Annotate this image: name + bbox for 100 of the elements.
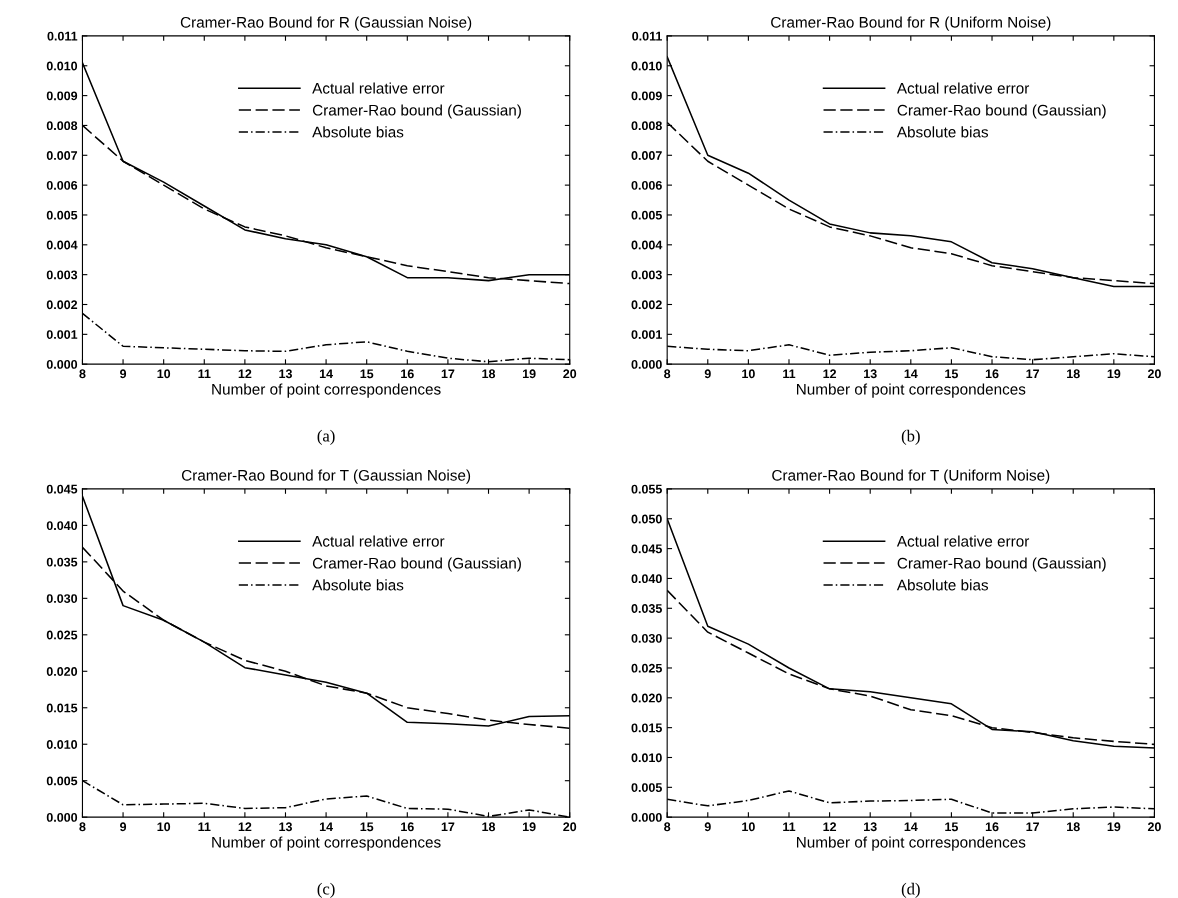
x-tick-label: 12 [823,822,837,832]
y-tick-label: 0.010 [46,740,78,749]
x-tick-label: 19 [1107,369,1121,379]
y-tick-label: 0.030 [46,594,78,604]
y-tick-label: 0.020 [46,667,78,676]
y-tick-label: 0.025 [631,663,662,673]
legend-label: Absolute bias [312,579,404,591]
x-tick-label: 8 [664,822,671,832]
y-tick-label: 0.005 [631,210,662,220]
x-tick-label: 10 [742,822,755,832]
x-tick-label: 16 [401,369,414,379]
y-tick-label: 0.050 [631,514,662,524]
x-tick-label: 13 [864,369,877,379]
x-tick-label: 12 [823,369,837,379]
x-tick-label: 18 [1067,822,1080,832]
x-tick-label: 14 [319,369,333,379]
x-axis-title: Number of point correspondences [797,836,1026,851]
x-tick-label: 18 [1067,369,1080,379]
x-tick-label: 12 [238,822,252,832]
y-tick-label: 0.010 [631,753,662,763]
y-tick-label: 0.001 [631,330,662,339]
x-tick-label: 10 [742,369,755,379]
y-tick-label: 0.055 [631,484,662,494]
y-tick-label: 0.000 [46,359,78,369]
y-tick-label: 0.001 [46,330,78,339]
y-tick-label: 0.035 [631,604,662,613]
x-tick-label: 17 [441,369,455,379]
x-tick-label: 13 [279,822,292,832]
x-tick-label: 15 [945,822,959,832]
legend-label: Cramer-Rao bound (Gaussian) [897,557,1106,572]
y-tick-label: 0.010 [46,61,78,71]
x-tick-label: 17 [1026,822,1040,832]
x-tick-label: 9 [704,822,711,832]
y-tick-label: 0.000 [631,812,662,822]
y-tick-label: 0.004 [46,240,78,250]
x-tick-label: 16 [401,822,414,832]
y-tick-label: 0.009 [631,91,662,101]
y-tick-label: 0.010 [631,61,662,71]
chart-title: Cramer-Rao Bound for R (Uniform Noise) [771,16,1051,31]
y-tick-label: 0.005 [46,210,78,220]
y-tick-label: 0.025 [46,630,78,640]
x-tick-label: 10 [157,822,171,832]
x-tick-label: 16 [985,369,999,379]
x-tick-label: 13 [279,369,292,379]
legend-label: Cramer-Rao bound (Gaussian) [312,557,521,572]
x-tick-label: 19 [522,822,536,832]
y-tick-label: 0.008 [631,121,662,131]
y-tick-label: 0.040 [46,521,78,531]
legend-label: Actual relative error [896,82,1030,94]
x-tick-label: 17 [441,822,455,832]
legend-label: Absolute bias [896,126,989,138]
x-tick-label: 11 [198,822,211,832]
y-tick-label: 0.045 [631,544,662,554]
legend-label: Actual relative error [896,535,1030,547]
x-tick-label: 8 [79,822,86,832]
legend-label: Cramer-Rao bound (Gaussian) [312,104,521,119]
y-tick-label: 0.011 [47,31,78,41]
x-tick-label: 14 [904,369,918,379]
y-tick-label: 0.000 [631,359,662,369]
y-tick-label: 0.015 [631,723,662,733]
x-tick-label: 16 [985,822,999,832]
x-tick-label: 20 [1147,369,1161,379]
legend-label: Actual relative error [312,82,445,94]
x-tick-label: 15 [945,369,959,379]
y-tick-label: 0.030 [631,633,662,643]
y-tick-label: 0.006 [631,180,662,190]
y-tick-label: 0.002 [46,300,78,310]
chart-title: Cramer-Rao Bound for T (Uniform Noise) [772,469,1050,484]
x-tick-label: 18 [482,822,496,832]
legend-label: Cramer-Rao bound (Gaussian) [897,104,1106,119]
x-tick-label: 8 [79,369,86,379]
x-tick-label: 20 [563,822,577,832]
y-tick-label: 0.003 [631,270,662,280]
x-tick-label: 19 [1107,822,1121,832]
text: (b) [901,429,920,445]
chart-title: Cramer-Rao Bound for T (Gaussian Noise) [181,469,471,484]
x-tick-label: 17 [1026,369,1040,379]
legend-label: Absolute bias [312,126,404,138]
x-tick-label: 15 [360,369,374,379]
x-tick-label: 8 [664,369,671,379]
y-tick-label: 0.007 [631,151,662,160]
x-tick-label: 12 [238,369,252,379]
y-tick-label: 0.035 [46,557,78,567]
x-axis-title: Number of point correspondences [212,836,441,851]
y-tick-label: 0.005 [46,776,78,786]
y-tick-label: 0.008 [46,121,78,131]
x-tick-label: 14 [904,822,918,832]
y-tick-label: 0.000 [46,812,78,822]
x-tick-label: 11 [198,369,211,379]
x-axis-title: Number of point correspondences [797,383,1026,398]
y-tick-label: 0.045 [46,484,78,494]
x-tick-label: 19 [522,369,536,379]
x-tick-label: 14 [319,822,333,832]
x-tick-label: 9 [120,822,127,832]
x-tick-label: 20 [563,369,577,379]
text: (a) [317,429,335,445]
y-tick-label: 0.015 [46,703,78,713]
y-tick-label: 0.003 [46,270,78,280]
y-tick-label: 0.005 [631,783,662,792]
y-tick-label: 0.020 [631,693,662,703]
